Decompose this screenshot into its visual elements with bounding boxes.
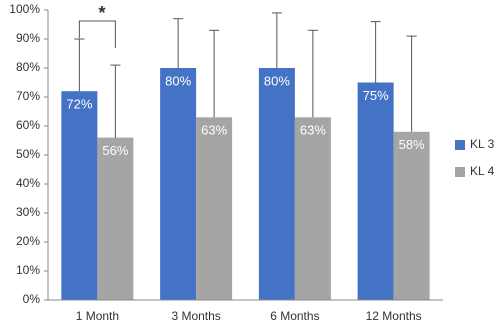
value-label: 63% (201, 123, 227, 138)
y-tick-label: 60% (16, 118, 40, 132)
legend-label: KL 3 (470, 137, 495, 151)
bar (61, 91, 98, 300)
y-tick-label: 50% (16, 147, 40, 161)
value-label: 75% (363, 88, 389, 103)
x-tick-label: 12 Months (366, 309, 422, 323)
value-label: 80% (165, 73, 191, 88)
significance-star: * (98, 3, 105, 23)
bar (393, 131, 430, 300)
x-tick-label: 3 Months (171, 309, 220, 323)
bar (196, 117, 233, 300)
value-label: 58% (399, 137, 425, 152)
legend-swatch (455, 167, 465, 177)
y-tick-label: 10% (16, 263, 40, 277)
value-label: 56% (102, 143, 128, 158)
value-label: 72% (66, 97, 92, 112)
bar (294, 117, 331, 300)
bar (97, 137, 134, 300)
y-tick-label: 90% (16, 31, 40, 45)
x-tick-label: 1 Month (76, 309, 119, 323)
bar (357, 82, 394, 300)
y-tick-label: 40% (16, 176, 40, 190)
legend-label: KL 4 (470, 164, 495, 178)
y-tick-label: 80% (16, 60, 40, 74)
y-tick-label: 20% (16, 234, 40, 248)
y-tick-label: 100% (9, 2, 40, 16)
bar (160, 68, 197, 300)
value-label: 63% (300, 123, 326, 138)
legend-swatch (455, 140, 465, 150)
value-label: 80% (264, 73, 290, 88)
x-tick-label: 6 Months (270, 309, 319, 323)
bar (258, 68, 295, 300)
y-tick-label: 0% (23, 292, 41, 306)
significance-bracket (78, 20, 116, 48)
y-tick-label: 70% (16, 89, 40, 103)
y-tick-label: 30% (16, 205, 40, 219)
